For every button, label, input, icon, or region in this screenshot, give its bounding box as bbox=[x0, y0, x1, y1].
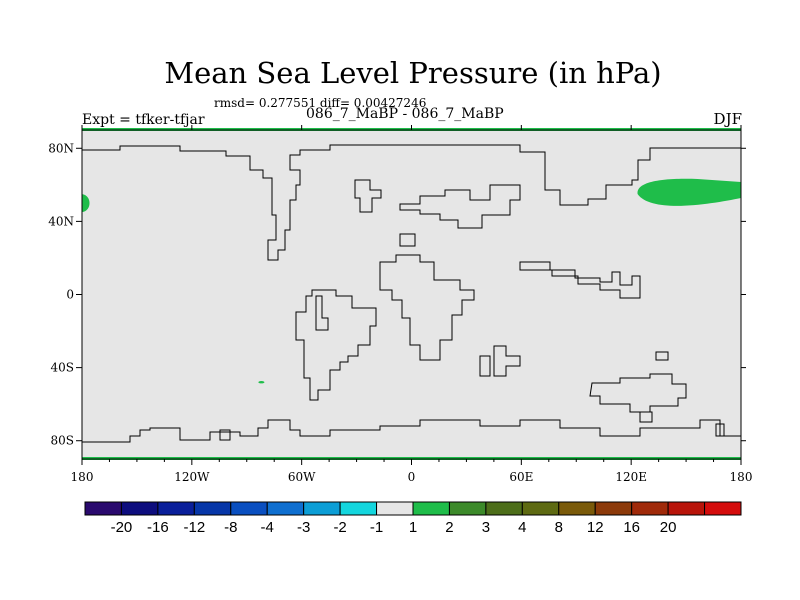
x-tick-60w-label: 60W bbox=[288, 470, 316, 484]
colorbar-box-8 bbox=[376, 501, 414, 516]
y-tick-40n-label: 40N bbox=[48, 214, 74, 228]
colorbar-label-12: 12 bbox=[587, 519, 604, 536]
colorbar-label-12: -12 bbox=[183, 519, 205, 536]
region-western-edge-anomaly bbox=[82, 194, 90, 213]
mediterranean-coast bbox=[399, 184, 521, 229]
chart-title: Mean Sea Level Pressure (in hPa) bbox=[164, 56, 662, 90]
colorbar-box-0 bbox=[84, 501, 122, 516]
colorbar-box-3 bbox=[193, 501, 232, 516]
colorbar-label-16: 16 bbox=[623, 519, 640, 536]
colorbar-box-13 bbox=[558, 501, 596, 516]
season-label: DJF bbox=[713, 110, 742, 128]
colorbar-box-16 bbox=[667, 501, 706, 516]
colorbar-label-3: 3 bbox=[482, 519, 490, 536]
australia-coast bbox=[589, 373, 687, 413]
x-tick-60e-label: 60E bbox=[509, 470, 533, 484]
colorbar-label-20: 20 bbox=[660, 519, 677, 536]
colorbar-box-10 bbox=[448, 501, 487, 516]
caspian-coast bbox=[399, 233, 416, 247]
x-tick-120w-label: 120W bbox=[174, 470, 210, 484]
colorbar-label-4: 4 bbox=[518, 519, 526, 536]
region-south-pacific-speck bbox=[258, 381, 265, 384]
colorbar-box-9 bbox=[412, 501, 450, 516]
y-tick-80s-label: 80S bbox=[51, 434, 75, 448]
colorbar-label-20: -20 bbox=[111, 519, 133, 536]
coastlines bbox=[82, 144, 741, 443]
x-tick-0-label: 0 bbox=[408, 470, 416, 484]
colorbar-box-6 bbox=[303, 501, 341, 516]
x-axis: 180 120W 60W 0 60E 120E 180 bbox=[71, 125, 753, 484]
colorbar-box-12 bbox=[521, 501, 560, 516]
north-america-eurasia-coast bbox=[82, 144, 741, 261]
colorbar: -20 -16 -12 -8 -4 -3 -2 -1 1 2 3 4 8 12 16 20 bbox=[84, 501, 742, 536]
y-axis: 80N 40N 0 40S 80S bbox=[48, 141, 746, 448]
antarctic-peninsula-coast bbox=[219, 429, 231, 441]
maritime-continent-coast bbox=[519, 261, 641, 299]
colorbar-label-8: 8 bbox=[555, 519, 563, 536]
ross-ice-coast bbox=[639, 411, 653, 423]
y-tick-0-label: 0 bbox=[66, 288, 74, 302]
colorbar-label-16: -16 bbox=[147, 519, 169, 536]
colorbar-box-1 bbox=[120, 501, 159, 516]
weddell-ice-coast bbox=[715, 423, 725, 437]
stats-label: rmsd= 0.277551 diff= 0.00427246 bbox=[214, 96, 427, 110]
x-tick-180-label: 180 bbox=[730, 470, 753, 484]
colorbar-label-2: 2 bbox=[445, 519, 453, 536]
colorbar-label-2: -2 bbox=[333, 519, 346, 536]
y-tick-80n-label: 80N bbox=[48, 141, 74, 155]
region-north-pacific-anomaly bbox=[637, 178, 741, 206]
map-plot bbox=[81, 128, 742, 460]
south-america-coast bbox=[295, 289, 377, 401]
experiment-label: Expt = tfker-tfjar bbox=[82, 112, 205, 128]
colorbar-label-1: 1 bbox=[409, 519, 417, 536]
indonesia-coast bbox=[493, 345, 521, 377]
colorbar-box-2 bbox=[157, 501, 195, 516]
colorbar-label-4: -4 bbox=[261, 519, 274, 536]
colorbar-box-7 bbox=[339, 501, 378, 516]
colorbar-label-3: -3 bbox=[297, 519, 310, 536]
x-tick-120e-label: 120E bbox=[615, 470, 647, 484]
y-tick-40s-label: 40S bbox=[51, 361, 75, 375]
colorbar-box-4 bbox=[230, 501, 268, 516]
chart-subtitle: 086_7_MaBP - 086_7_MaBP bbox=[306, 106, 504, 122]
colorbar-box-14 bbox=[594, 501, 633, 516]
colorbar-box-11 bbox=[485, 501, 523, 516]
colorbar-box-15 bbox=[631, 501, 669, 516]
x-tick-180-label: 180 bbox=[71, 470, 94, 484]
africa-coast bbox=[379, 254, 475, 361]
field-background bbox=[82, 130, 741, 459]
colorbar-box-5 bbox=[266, 501, 305, 516]
madagascar-coast bbox=[479, 355, 491, 377]
central-america-coast bbox=[315, 295, 329, 331]
colorbar-label-1: -1 bbox=[370, 519, 383, 536]
europe-coast bbox=[354, 179, 382, 213]
colorbar-box-17 bbox=[704, 501, 742, 516]
new-zealand-coast bbox=[655, 351, 669, 361]
colorbar-label-8: -8 bbox=[224, 519, 237, 536]
antarctica-coast bbox=[82, 419, 741, 443]
